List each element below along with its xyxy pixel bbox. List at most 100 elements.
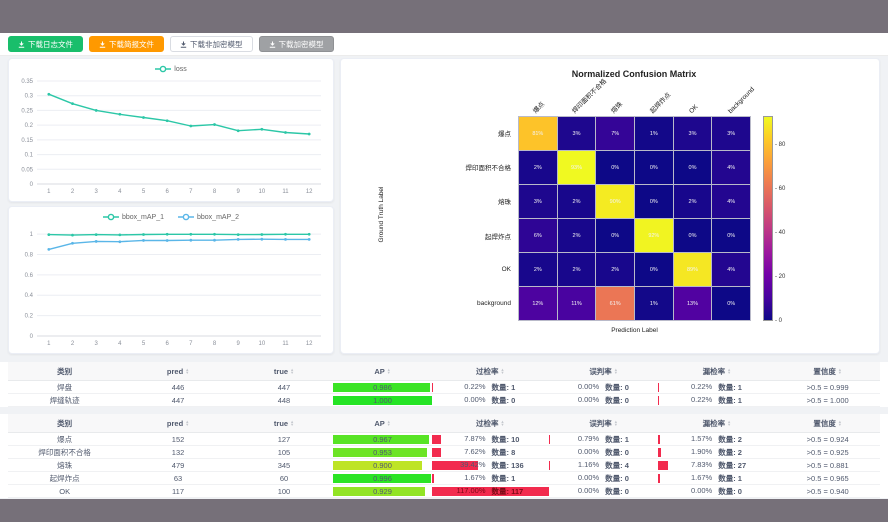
- svg-text:2: 2: [71, 341, 75, 347]
- matrix-cell: 6%: [519, 219, 557, 252]
- sort-caret-icon[interactable]: ▲ ▼: [185, 366, 190, 375]
- col-header-pred[interactable]: pred ▲ ▼: [166, 366, 190, 376]
- download-log-button[interactable]: 下载日志文件: [8, 36, 83, 52]
- cell-pred: 446: [171, 382, 185, 392]
- svg-text:4: 4: [118, 341, 122, 347]
- over-rate-bar: [431, 447, 441, 457]
- download-report-button[interactable]: 下载简报文件: [89, 36, 164, 52]
- svg-text:0.2: 0.2: [25, 314, 34, 320]
- cell-ap: 0.986: [333, 381, 432, 393]
- sort-caret-icon[interactable]: ▲ ▼: [290, 418, 295, 427]
- sort-caret-icon[interactable]: ▲ ▼: [500, 366, 505, 375]
- sort-caret-icon[interactable]: ▲ ▼: [837, 366, 842, 375]
- svg-text:1: 1: [47, 189, 51, 195]
- miss-rate-bar: [658, 460, 668, 470]
- ap-bar: [333, 382, 431, 392]
- col-header-true[interactable]: true ▲ ▼: [273, 366, 295, 376]
- matrix-column-label: 焊印面积不合格: [571, 77, 609, 115]
- col-header-mis[interactable]: 误判率 ▲ ▼: [589, 418, 618, 428]
- col-header-over[interactable]: 过检率 ▲ ▼: [475, 418, 505, 428]
- col-header-ap[interactable]: AP ▲ ▼: [374, 366, 391, 376]
- col-header-ap[interactable]: AP ▲ ▼: [374, 418, 391, 428]
- svg-text:6: 6: [165, 341, 169, 347]
- col-header-conf[interactable]: 置信度 ▲ ▼: [813, 366, 842, 376]
- svg-text:8: 8: [213, 189, 217, 195]
- over-rate-bar: [431, 486, 549, 496]
- cell-confidence: >0.5 = 0.965: [806, 473, 849, 483]
- cell-true: 105: [277, 447, 291, 457]
- matrix-cell: 2%: [557, 253, 596, 286]
- matrix-cell: 2%: [596, 253, 634, 286]
- matrix-cell: 0%: [635, 253, 673, 286]
- cell-ap: 0.967: [333, 433, 432, 445]
- download-plain-model-button[interactable]: 下载非加密模型: [170, 36, 253, 52]
- col-header-true[interactable]: true ▲ ▼: [273, 418, 295, 428]
- cell-pred: 447: [171, 395, 185, 405]
- matrix-cell: 2%: [557, 185, 596, 218]
- cell-misjudge-rate: 0.00% 数量: 0: [577, 381, 629, 392]
- sort-caret-icon[interactable]: ▲ ▼: [386, 418, 391, 427]
- matrix-cell: 89%: [673, 253, 712, 286]
- ap-bar: [333, 447, 428, 457]
- cell-confidence: >0.5 = 0.881: [806, 460, 849, 470]
- matrix-column-label: 爆点: [532, 100, 547, 115]
- table-row: 焊盘 446 447 0.986 0.22% 数量: 1 0.00% 数量: 0 0.22% 数量…: [8, 381, 880, 394]
- sort-caret-icon[interactable]: ▲ ▼: [386, 366, 391, 375]
- top-bar: [0, 0, 888, 33]
- cell-ap: 0.900: [333, 459, 432, 471]
- sort-caret-icon[interactable]: ▲ ▼: [727, 366, 732, 375]
- cell-misjudge-rate: 1.16% 数量: 4: [548, 459, 659, 471]
- matrix-cell: 1%: [635, 287, 673, 320]
- sort-caret-icon[interactable]: ▲ ▼: [290, 366, 295, 375]
- svg-text:8: 8: [213, 341, 217, 347]
- matrix-row-label: 爆点: [498, 131, 511, 139]
- sort-caret-icon[interactable]: ▲ ▼: [613, 418, 618, 427]
- sort-caret-icon[interactable]: ▲ ▼: [837, 418, 842, 427]
- table-divider: [0, 407, 888, 414]
- col-header-mis[interactable]: 误判率 ▲ ▼: [589, 366, 618, 376]
- sort-caret-icon[interactable]: ▲ ▼: [500, 418, 505, 427]
- svg-text:12: 12: [306, 341, 313, 347]
- cell-over-rate: 7.62% 数量: 8: [431, 446, 549, 458]
- matrix-cell: 4%: [712, 253, 750, 286]
- download-encrypted-model-button[interactable]: 下载加密模型: [258, 36, 334, 52]
- svg-text:7: 7: [189, 341, 193, 347]
- matrix-cell: 3%: [519, 185, 557, 218]
- loss-chart-card: loss 0 0.05 0.1 0.15 0.2 0.25 0.3 0.35 1 2 3 4 5 6 7 8 9…: [8, 58, 334, 202]
- matrix-cell: 4%: [712, 185, 750, 218]
- cell-pred: 132: [171, 447, 185, 457]
- download-icon: [180, 41, 187, 48]
- col-header-miss[interactable]: 漏检率 ▲ ▼: [702, 418, 732, 428]
- miss-rate-bar: [658, 447, 661, 457]
- col-header-miss[interactable]: 漏检率 ▲ ▼: [702, 366, 732, 376]
- colorbar-tick: - 80: [775, 141, 786, 148]
- matrix-cell: 2%: [519, 151, 557, 184]
- legend-item-loss[interactable]: loss: [155, 65, 187, 73]
- cell-true: 60: [279, 473, 289, 483]
- sort-caret-icon[interactable]: ▲ ▼: [613, 366, 618, 375]
- cell-true: 447: [277, 382, 291, 392]
- matrix-row-label: 熔珠: [498, 199, 511, 207]
- col-header-pred[interactable]: pred ▲ ▼: [166, 418, 190, 428]
- sort-caret-icon[interactable]: ▲ ▼: [185, 418, 190, 427]
- legend-item-bbox-map-1[interactable]: bbox_mAP_1: [102, 213, 164, 221]
- col-header-over[interactable]: 过检率 ▲ ▼: [475, 366, 505, 376]
- cell-misjudge-rate: 0.00% 数量: 0: [577, 394, 629, 405]
- cell-miss-rate: 0.22% 数量: 1: [658, 394, 742, 405]
- confusion-matrix-row-labels: 爆点 焊印面积不合格 熔珠 起焊炸点 OK background: [399, 116, 515, 321]
- svg-text:1: 1: [47, 341, 51, 347]
- svg-text:0.3: 0.3: [25, 94, 34, 100]
- matrix-column-label: OK: [687, 103, 700, 115]
- download-icon: [99, 41, 106, 48]
- misjudge-rate-bar: [548, 460, 550, 470]
- bottom-bar: [0, 499, 888, 522]
- cell-class: OK: [59, 486, 71, 496]
- matrix-cell: 90%: [596, 185, 634, 218]
- svg-text:5: 5: [142, 341, 146, 347]
- line-series-icon: [178, 213, 194, 221]
- sort-caret-icon[interactable]: ▲ ▼: [727, 418, 732, 427]
- cell-class: 焊盘: [57, 382, 73, 392]
- col-header-conf[interactable]: 置信度 ▲ ▼: [813, 418, 842, 428]
- legend-item-bbox-map-2[interactable]: bbox_mAP_2: [178, 213, 239, 221]
- colorbar-tick: - 0: [775, 318, 783, 324]
